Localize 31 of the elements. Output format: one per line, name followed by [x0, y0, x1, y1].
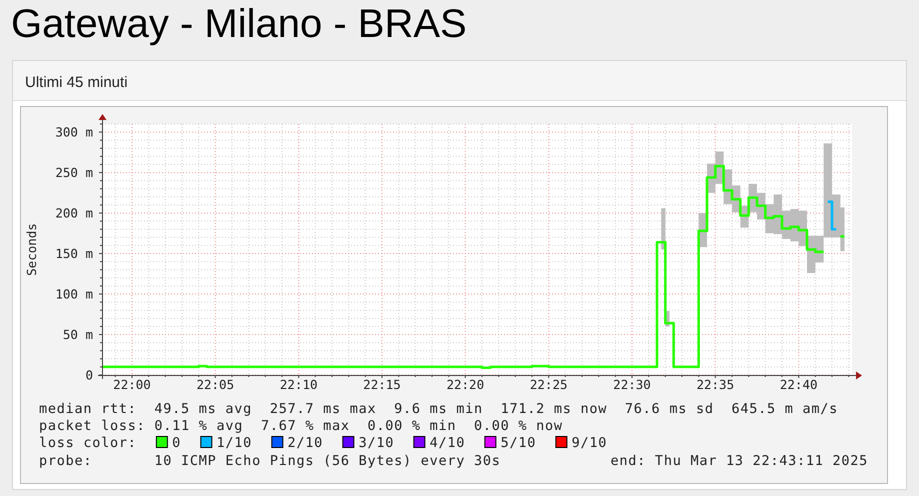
x-tick-label: 22:30	[613, 377, 651, 392]
y-tick-label: 300 m	[55, 124, 93, 140]
legend-label: 0	[172, 435, 182, 451]
x-tick-label: 22:00	[113, 377, 151, 392]
x-tick-label: 22:05	[196, 377, 234, 392]
text: probe: 10 ICMP Echo Pings (56 Bytes) every 30s	[39, 453, 501, 469]
x-tick-label: 22:35	[696, 377, 734, 392]
legend-label: 4/10	[430, 435, 466, 451]
legend-label: 9/10	[572, 435, 608, 451]
x-tick-label: 22:10	[280, 377, 318, 392]
y-tick-label: 0	[85, 368, 93, 382]
y-axis-title: Seconds	[24, 223, 39, 276]
y-tick-label: 250 m	[55, 165, 93, 180]
legend-label: 2/10	[288, 435, 324, 451]
text: packet loss: 0.11 % avg 7.67 % max 0.00 % min 0.00 % now	[39, 418, 563, 434]
chart-subtitle: Ultimi 45 minuti	[25, 74, 128, 91]
x-tick-label: 22:15	[363, 377, 401, 392]
legend-label: 3/10	[358, 435, 394, 451]
legend-label: 5/10	[500, 435, 536, 451]
x-tick-label: 22:25	[530, 377, 568, 392]
y-tick-label: 100 m	[55, 286, 93, 302]
chart-title: Gateway - Milano - BRAS	[11, 2, 467, 46]
text: median rtt: 49.5 ms avg 257.7 ms max 9.6 ms min 171.2 ms now 76.6 ms sd 645.5 m am/s	[39, 401, 838, 417]
y-tick-label: 150 m	[55, 246, 93, 262]
y-tick-label: 50 m	[62, 327, 93, 342]
legend-label: 1/10	[216, 435, 252, 451]
x-tick-label: 22:40	[780, 377, 818, 392]
y-tick-label: 200 m	[55, 206, 93, 221]
text: end: Thu Mar 13 22:43:11 2025	[610, 453, 868, 469]
legend-title: loss color:	[39, 435, 137, 451]
x-tick-label: 22:20	[446, 377, 484, 392]
